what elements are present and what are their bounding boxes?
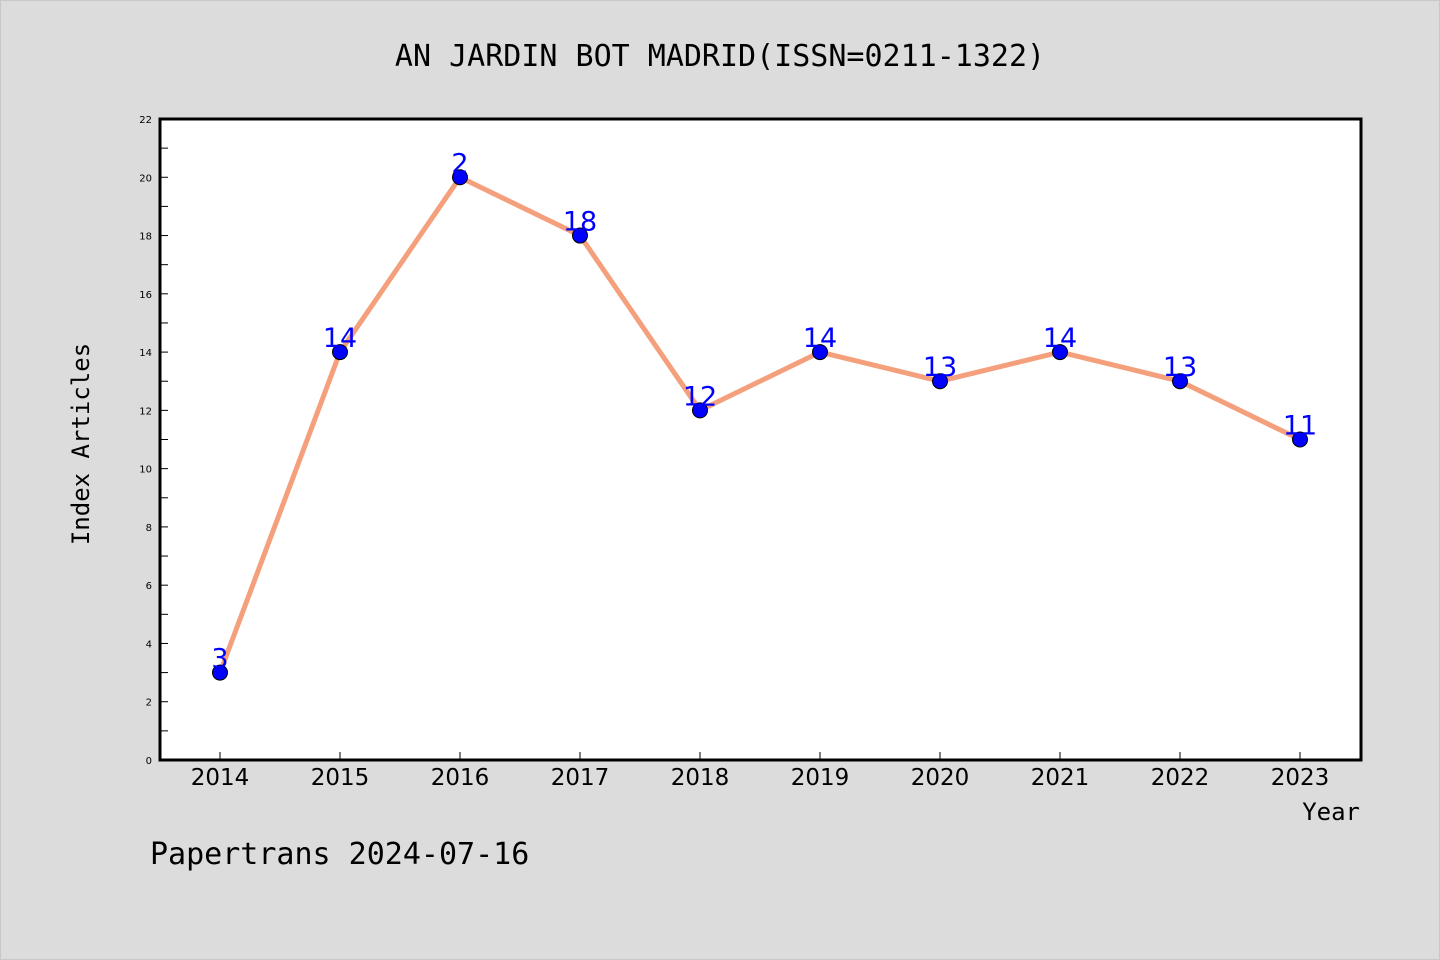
footer-text: Papertrans 2024-07-16: [150, 837, 529, 872]
y-tick-label: 8: [146, 523, 152, 534]
data-point: [572, 227, 588, 244]
data-point: [1172, 373, 1188, 390]
data-label: 3: [211, 644, 228, 675]
y-tick-label: 2: [146, 698, 152, 709]
y-tick-label: 12: [139, 406, 152, 417]
x-tick-label: 2014: [191, 765, 250, 791]
x-tick-label: 2023: [1271, 765, 1330, 791]
x-tick-label: 2018: [671, 765, 730, 791]
y-tick-label: 10: [139, 465, 152, 476]
y-tick-label: 0: [146, 756, 152, 767]
plot-area: [158, 117, 1363, 762]
data-label: 13: [1163, 352, 1197, 383]
x-tick-label: 2022: [1151, 765, 1210, 791]
data-label: 18: [563, 207, 597, 238]
y-axis-label: Index Articles: [67, 343, 95, 545]
x-tick-label: 2020: [911, 765, 970, 791]
x-tick-label: 2015: [311, 765, 370, 791]
data-labels: 3 14 2 18 12 14 13 14 13 11: [211, 148, 1317, 674]
data-point: [812, 344, 828, 361]
y-tick-label: 22: [139, 115, 152, 126]
y-tick-label: 4: [146, 639, 152, 650]
data-point: [1292, 431, 1308, 448]
series-line-path: [217, 174, 1303, 676]
data-point: [212, 664, 228, 681]
data-label: 11: [1283, 411, 1317, 442]
data-point: [452, 169, 468, 186]
data-point: [932, 373, 948, 390]
x-tick-label: 2019: [791, 765, 850, 791]
data-point: [332, 344, 348, 361]
y-tick-label: 18: [139, 232, 152, 243]
series-markers: [212, 169, 1308, 681]
y-tick-label: 14: [139, 348, 152, 359]
series-line: [217, 174, 1303, 676]
data-label: 12: [683, 381, 717, 412]
x-axis-label: Year: [1302, 798, 1360, 826]
x-axis: 2014 2015 2016 2017 2018 2019 2020 2021 2022 2023: [191, 752, 1330, 791]
x-tick-label: 2016: [431, 765, 490, 791]
y-tick-label: 20: [139, 173, 152, 184]
data-label: 14: [803, 323, 837, 354]
y-tick-label: 6: [146, 581, 152, 592]
data-point: [1052, 344, 1068, 361]
x-tick-label: 2021: [1031, 765, 1090, 791]
data-label: 2: [451, 148, 468, 179]
x-tick-label: 2017: [551, 765, 610, 791]
data-label: 14: [1043, 323, 1077, 354]
y-tick-label: 16: [139, 290, 152, 301]
y-axis: 0 2 4 6 8 10 12 14 16 18 20 22: [139, 115, 168, 767]
data-label: 14: [323, 323, 357, 354]
data-label: 13: [923, 352, 957, 383]
chart-title: AN JARDIN BOT MADRID(ISSN=0211-1322): [395, 39, 1045, 74]
data-point: [692, 402, 708, 419]
